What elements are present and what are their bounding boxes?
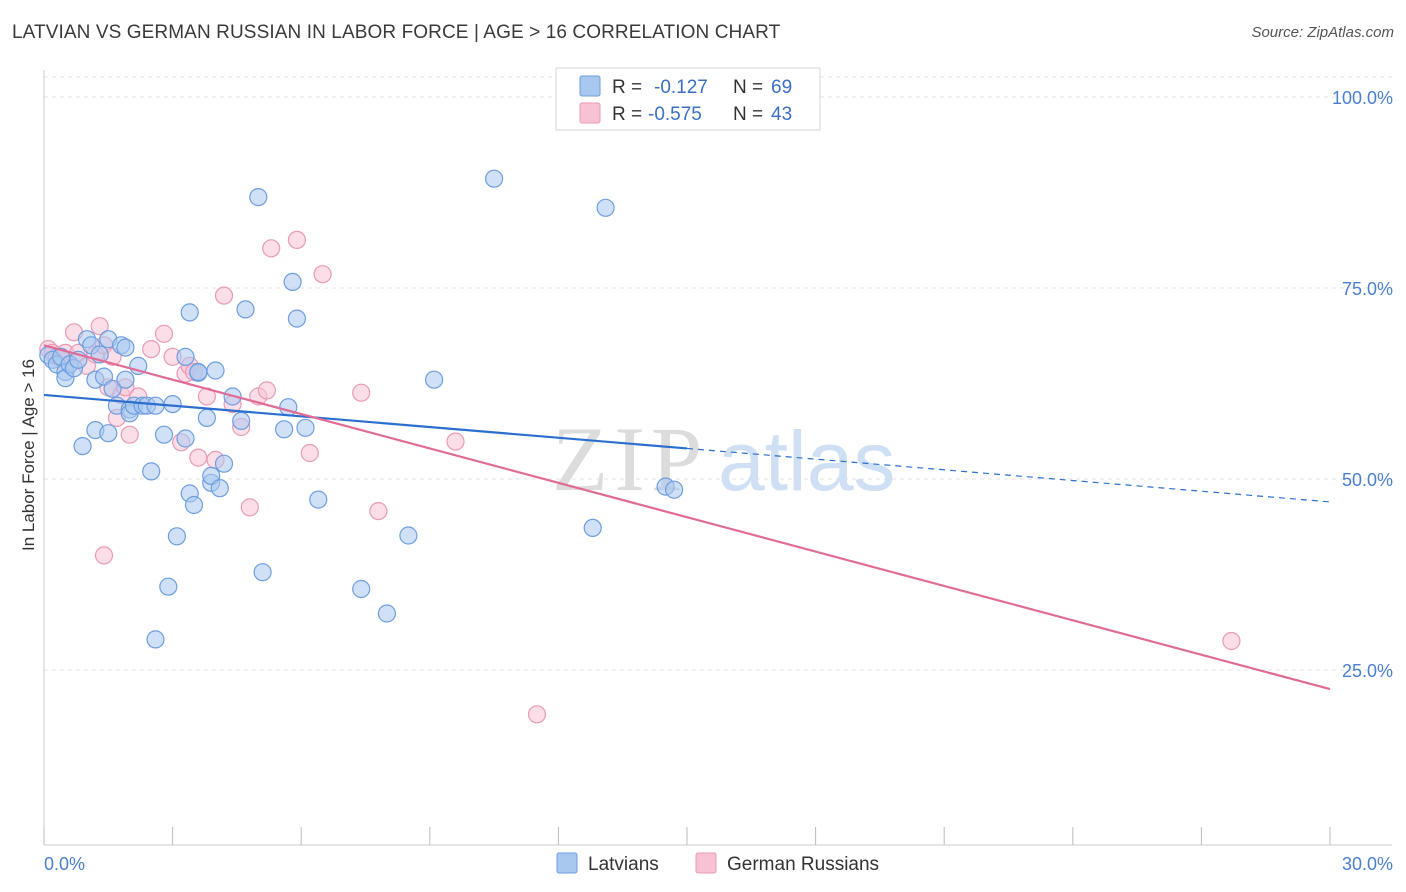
latvians-point: [309, 490, 328, 509]
latvians-point: [596, 198, 615, 217]
series-legend-swatch-latvians: [556, 852, 578, 874]
legend-r-value-german-russians: -0.575: [648, 104, 702, 125]
watermark-atlas: atlas: [718, 414, 895, 508]
latvians-point: [249, 188, 268, 207]
legend-n-label-german-russians: N =: [733, 104, 763, 125]
legend-n-label-latvians: N =: [733, 77, 763, 98]
latvians-trend-extension: [686, 447, 1331, 503]
latvians-trend-line: [43, 393, 688, 450]
latvians-point: [184, 495, 204, 515]
latvians-point: [214, 454, 234, 473]
german-russians-point: [90, 317, 109, 336]
legend-r-label-latvians: R =: [612, 77, 642, 98]
latvians-point: [202, 466, 221, 485]
german-russians-point: [352, 383, 371, 402]
chart-title: LATVIAN VS GERMAN RUSSIAN IN LABOR FORCE…: [12, 22, 781, 43]
series-legend: Latvians German Russians: [556, 852, 879, 875]
latvians-point: [232, 411, 251, 430]
latvians-point: [583, 518, 602, 538]
latvians-point: [296, 418, 315, 437]
axes: [43, 70, 1392, 846]
german-russians-point: [214, 286, 234, 305]
latvians-point: [116, 338, 135, 357]
watermark-zip: ZIP: [552, 408, 708, 510]
latvians-point: [176, 347, 195, 366]
latvians-point: [180, 303, 199, 322]
latvians-point: [253, 563, 272, 582]
german-russians-point: [142, 340, 161, 359]
latvians-point: [485, 169, 504, 188]
latvians-point: [399, 526, 418, 545]
legend-r-value-latvians: -0.127: [654, 77, 708, 98]
latvians-point: [142, 462, 161, 481]
latvians-point: [287, 309, 306, 328]
latvians-point: [189, 362, 208, 382]
latvians-point: [275, 420, 294, 439]
german-russians-point: [257, 381, 276, 400]
german-russians-point: [313, 265, 332, 284]
latvians-point: [167, 527, 186, 546]
latvians-point: [664, 480, 684, 499]
y-tick-label: 25.0%: [1342, 661, 1393, 681]
source-credit: Source: ZipAtlas.com: [1251, 24, 1394, 41]
legend-n-value-german-russians: 43: [771, 104, 792, 125]
latvians-point: [146, 630, 165, 649]
latvians-point: [236, 300, 255, 319]
latvians-point: [206, 361, 225, 380]
german-russians-point: [300, 443, 319, 463]
latvians-point: [116, 370, 135, 389]
latvians-point: [210, 479, 229, 498]
latvians-point: [197, 408, 216, 427]
german-russians-point: [262, 239, 281, 258]
german-russians-point: [369, 502, 388, 521]
latvians-point: [352, 579, 371, 599]
legend-swatch-latvians: [579, 75, 601, 97]
german-russians-point: [287, 230, 306, 249]
series-legend-swatch-german-russians: [695, 852, 717, 874]
y-axis-title: In Labor Force | Age > 16: [19, 359, 38, 551]
german-russians-trend-line: [43, 344, 1331, 691]
y-tick-label: 100.0%: [1332, 88, 1393, 108]
y-tick-label: 50.0%: [1342, 470, 1393, 490]
german-russians-point: [94, 546, 114, 565]
latvians-point: [99, 424, 118, 443]
x-tick-label-min: 0.0%: [44, 854, 85, 874]
german-russians-point: [527, 705, 547, 724]
latvians-point: [159, 577, 178, 596]
german-russians-point: [154, 324, 174, 343]
x-tick-label-max: 30.0%: [1342, 854, 1393, 874]
gridlines: [44, 76, 1392, 671]
x-tick-labels: 0.0% 30.0%: [44, 854, 1393, 874]
latvians-point: [425, 370, 444, 389]
latvians-point: [103, 379, 122, 398]
correlation-legend: R = -0.127 N = 69 R = -0.575 N = 43: [555, 67, 821, 131]
german-russians-point: [1222, 631, 1241, 651]
latvians-point: [377, 604, 396, 623]
series-legend-label-latvians: Latvians: [588, 854, 659, 875]
latvians-point: [73, 437, 92, 456]
trend-lines: [43, 344, 1331, 691]
latvians-point: [154, 425, 174, 444]
legend-r-label-german-russians: R =: [612, 104, 642, 125]
latvians-points: [39, 169, 684, 649]
legend-n-value-latvians: 69: [771, 77, 792, 98]
latvians-point: [176, 429, 195, 448]
latvians-point: [283, 272, 302, 291]
y-tick-labels: 25.0% 50.0% 75.0% 100.0%: [1332, 88, 1393, 681]
german-russians-point: [120, 425, 139, 444]
y-tick-label: 75.0%: [1342, 279, 1393, 299]
german-russians-point: [446, 432, 465, 451]
legend-swatch-german-russians: [579, 102, 601, 124]
series-legend-label-german-russians: German Russians: [727, 854, 879, 875]
german-russians-point: [240, 498, 259, 517]
german-russians-point: [189, 448, 208, 467]
